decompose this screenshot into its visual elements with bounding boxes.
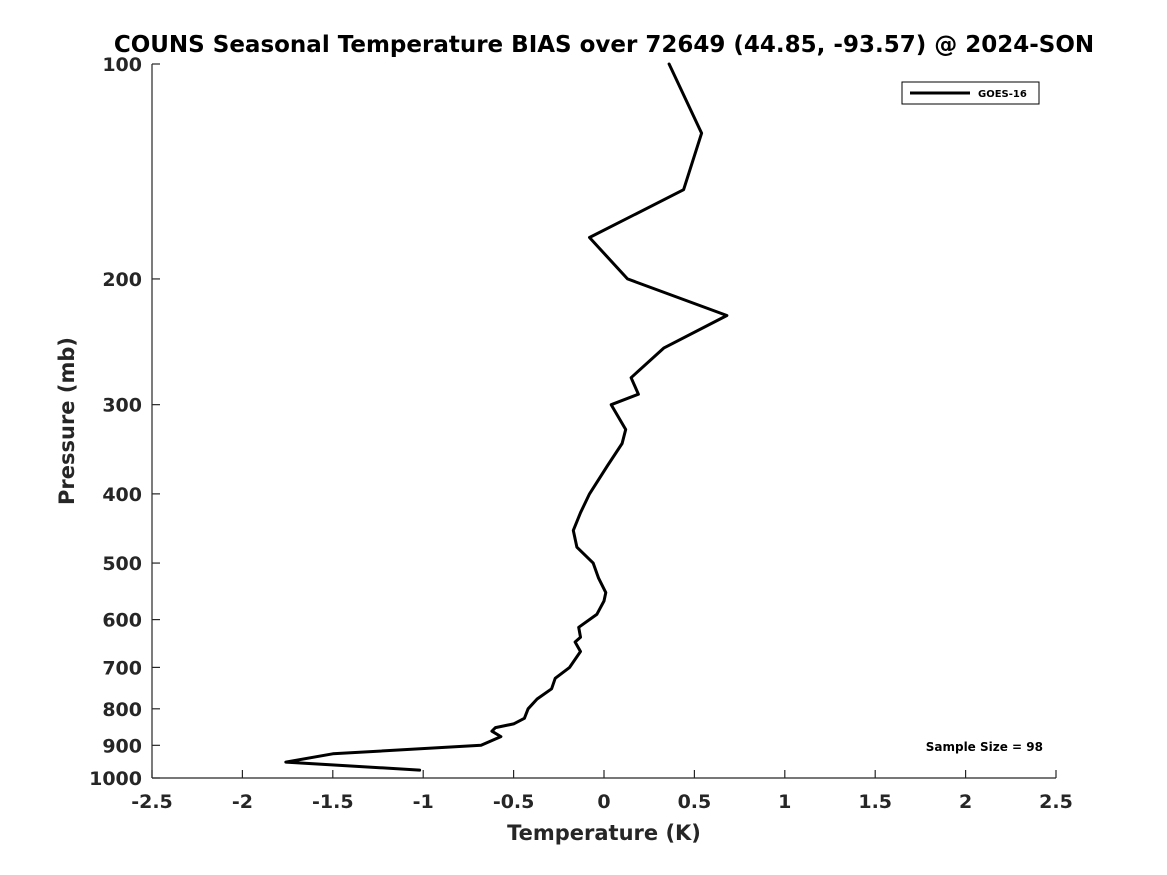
y-tick-label: 300 [102,395,142,417]
x-tick-label: 1.5 [858,791,892,813]
series-group [284,62,729,772]
x-tick-label: -1 [413,791,434,813]
y-tick-label: 600 [102,610,142,632]
y-tick-label: 700 [102,657,142,679]
x-tick-label: -0.5 [493,791,535,813]
x-tick-label: 2.5 [1039,791,1073,813]
y-axis-label: Pressure (mb) [55,337,79,505]
series-line-goes-16 [284,62,729,772]
y-axis-ticks: 100 200 300 400 500 600 700 800 900 1000 [89,54,160,790]
chart-title: COUNS Seasonal Temperature BIAS over 726… [114,32,1094,58]
y-tick-label: 1000 [89,768,142,790]
y-tick-label: 900 [102,735,142,757]
y-tick-label: 500 [102,553,142,575]
x-axis-ticks: -2.5 -2 -1.5 -1 -0.5 0 0.5 1 1.5 2 2.5 [131,770,1073,813]
x-axis-label: Temperature (K) [507,821,701,845]
x-tick-label: -1.5 [312,791,354,813]
legend-box [901,81,1040,105]
y-tick-label: 400 [102,484,142,506]
x-tick-label: -2 [232,791,253,813]
x-tick-label: 2 [959,791,972,813]
x-tick-label: 1 [778,791,791,813]
y-tick-label: 100 [102,54,142,76]
sample-size-annotation: Sample Size = 98 [926,740,1043,754]
legend: GOES-16 [901,81,1040,105]
x-tick-label: 0 [597,791,610,813]
y-tick-label: 200 [102,269,142,291]
plot-axes [151,64,1056,779]
legend-label-goes-16: GOES-16 [978,89,1027,100]
x-tick-label: -2.5 [131,791,173,813]
x-tick-label: 0.5 [678,791,712,813]
y-tick-label: 800 [102,699,142,721]
